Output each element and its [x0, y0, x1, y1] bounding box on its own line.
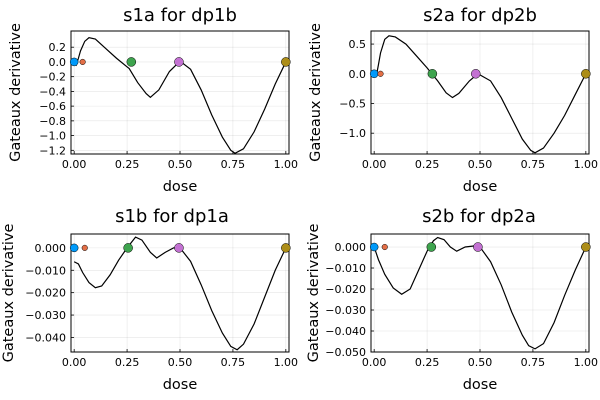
- y-tick-label: 0.5: [349, 38, 367, 51]
- data-point: [581, 69, 591, 79]
- data-point: [281, 57, 291, 67]
- y-axis-label: Gateaux derivative: [306, 224, 322, 363]
- y-axis-label: Gateaux derivative: [8, 23, 24, 162]
- y-axis-label: Gateaux derivative: [308, 23, 324, 162]
- x-tick-label: 0.00: [62, 158, 87, 171]
- chart-title: s2b for dp2a: [422, 206, 536, 227]
- chart-panel-4: 0.00 0.25 0.50 0.75 1.00 0.000 −0.010 −0.020 −0.…: [306, 206, 598, 393]
- x-tick-label: 0.50: [468, 158, 493, 171]
- chart-panel-3: 0.00 0.25 0.50 0.75 1.00 0.000 −0.010 −0.020 −0.…: [1, 206, 298, 393]
- chart-title: s1b for dp1a: [115, 206, 229, 227]
- x-tick-label: 1.00: [274, 356, 299, 369]
- chart-panel-1: 0.00 0.25 0.50 0.75 1.00 0.2 0.0 −0.2−0.4 −0.6 −0…: [8, 5, 298, 195]
- y-tick-label: 0.000: [35, 242, 67, 255]
- x-tick-label: 0.00: [62, 356, 87, 369]
- data-point: [79, 58, 86, 65]
- data-point: [473, 242, 483, 252]
- data-point: [369, 242, 379, 252]
- y-tick-label: −0.020: [325, 283, 366, 296]
- series-line: [373, 35, 587, 154]
- data-point: [426, 242, 437, 252]
- y-tick-label: 0.0: [349, 68, 367, 81]
- x-tick-label: 0.00: [362, 356, 387, 369]
- chart-title: s2a for dp2b: [423, 5, 537, 26]
- data-point: [377, 70, 384, 77]
- data-point: [381, 243, 388, 251]
- x-tick-label: 1.00: [274, 158, 299, 171]
- x-tick-label: 1.00: [574, 158, 599, 171]
- data-point: [174, 243, 184, 253]
- series-line: [73, 236, 287, 351]
- x-tick-label: 0.75: [521, 356, 546, 369]
- x-tick-label: 0.25: [115, 356, 140, 369]
- x-tick-label: 0.25: [115, 158, 140, 171]
- y-tick-label: −0.010: [325, 262, 366, 275]
- data-point: [174, 57, 184, 67]
- y-axis-label: Gateaux derivative: [1, 224, 17, 363]
- y-tick-label: 0.2: [49, 41, 67, 54]
- chart-panel-2: 0.00 0.25 0.50 0.75 1.00 0.5 0.0 −0.5 −1.0 s2a fo…: [308, 5, 598, 195]
- x-axis-label: dose: [463, 377, 498, 393]
- x-tick-label: 0.50: [168, 158, 193, 171]
- y-tick-label: −0.030: [25, 309, 66, 322]
- y-tick-label: −0.8: [39, 115, 66, 128]
- x-tick-label: 1.00: [574, 356, 599, 369]
- x-tick-label: 0.25: [415, 158, 440, 171]
- y-tick-label: −0.5: [339, 97, 366, 110]
- y-tick-label: −1.2: [39, 144, 66, 157]
- data-point: [69, 243, 79, 253]
- x-tick-label: 0.75: [521, 158, 546, 171]
- data-point: [281, 243, 291, 253]
- data-point: [123, 243, 133, 253]
- series-line: [73, 36, 287, 154]
- x-tick-label: 0.25: [415, 356, 440, 369]
- data-point: [126, 57, 137, 67]
- y-tick-label: −1.0: [339, 127, 366, 140]
- y-tick-label: 0.0: [49, 56, 67, 69]
- data-point: [369, 69, 379, 79]
- y-tick-label: −0.6: [39, 100, 66, 113]
- series-line: [373, 236, 587, 350]
- y-tick-label: −0.050: [325, 346, 366, 359]
- x-tick-label: 0.75: [221, 158, 246, 171]
- data-point: [81, 244, 88, 251]
- chart-title: s1a for dp1b: [123, 5, 237, 26]
- data-point: [427, 69, 438, 79]
- y-tick-label: −0.2: [39, 71, 66, 84]
- x-axis-label: dose: [163, 179, 198, 195]
- y-tick-label: −0.4: [39, 85, 66, 98]
- x-axis-label: dose: [163, 377, 198, 393]
- x-tick-label: 0.00: [362, 158, 387, 171]
- x-tick-label: 0.50: [168, 356, 193, 369]
- y-tick-label: 0.000: [335, 241, 367, 254]
- data-point: [471, 69, 481, 79]
- y-tick-label: −0.030: [325, 304, 366, 317]
- x-tick-label: 0.75: [221, 356, 246, 369]
- data-point: [581, 242, 591, 252]
- y-tick-label: −0.020: [25, 287, 66, 300]
- y-tick-label: −0.040: [325, 325, 366, 338]
- y-tick-label: −0.040: [25, 331, 66, 344]
- y-tick-label: −1.0: [39, 130, 66, 143]
- y-tick-label: −0.010: [25, 264, 66, 277]
- x-axis-label: dose: [463, 179, 498, 195]
- data-point: [69, 57, 79, 67]
- x-tick-label: 0.50: [468, 356, 493, 369]
